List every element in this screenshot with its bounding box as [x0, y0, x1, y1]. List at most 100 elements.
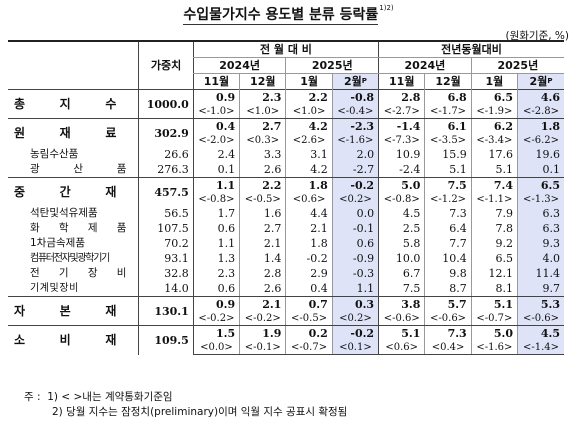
row-weight: 276.3 [138, 162, 194, 178]
yoy-value: 10.0 [378, 251, 425, 266]
yoy-value: 7.8 [470, 221, 518, 236]
mom-value: 0.6 [192, 221, 240, 236]
yoy-value: 9.8 [424, 266, 472, 281]
mom-contract-value: <0.0> [192, 341, 240, 355]
yoy-contract-value: <-3.4> [470, 134, 518, 147]
yoy-value: 7.5 [378, 281, 425, 297]
mom-value: 2.3 [192, 266, 240, 281]
mom-contract-value: <-0.7> [285, 341, 333, 355]
row-label: 석탄및석유제품 [30, 207, 98, 219]
yoy-value: 3.8 [378, 296, 425, 312]
table-row-major: 소 비 재 109.5 1.5 1.9 0.2 -0.2 5.1 7.3 5.0 4.5 [8, 325, 564, 355]
row-label: 농림수산품 [30, 148, 79, 160]
mom-value: -0.2 [331, 177, 379, 193]
yoy-value: -1.4 [378, 118, 425, 134]
mom-value: 1.1 [192, 236, 240, 251]
table-row-sub: 석탄및석유제품 56.5 1.7 1.6 4.4 0.0 4.5 7.3 7.9 6.3 [8, 206, 564, 221]
yoy-contract-value: <-1.3> [517, 193, 564, 206]
header-yoy-2024: 2024년 [378, 57, 472, 74]
yoy-contract-value: <-1.6> [470, 341, 518, 355]
yoy-value: 4.5 [517, 325, 564, 341]
yoy-contract-value: <-0.8> [378, 193, 425, 206]
mom-value: 2.1 [285, 221, 333, 236]
yoy-contract-value: <-1.1> [470, 193, 518, 206]
row-label: 총 지 수 [8, 89, 139, 119]
mom-value: -2.7 [331, 162, 379, 178]
yoy-value: 6.5 [470, 251, 518, 266]
row-label: 광 산 품 [8, 162, 139, 178]
yoy-value: 7.7 [424, 236, 472, 251]
unit-label: (원화기준, %) [505, 30, 570, 42]
mom-value: 0.6 [192, 281, 240, 297]
header-yoy-2025: 2025년 [470, 57, 564, 74]
yoy-value: 6.1 [424, 118, 472, 134]
yoy-contract-value: <-0.6> [517, 312, 564, 326]
mom-contract-value: <1.0> [285, 105, 333, 119]
table-row-major: 총 지 수 1000.0 0.9 2.3 2.2 -0.8 2.8 6.8 6.5 4.6 [8, 89, 564, 119]
yoy-value: 10.4 [424, 251, 472, 266]
yoy-value: 7.9 [470, 206, 518, 221]
mom-value: 1.1 [192, 177, 240, 193]
mom-value: 2.7 [239, 118, 286, 134]
yoy-value: 4.5 [378, 206, 425, 221]
mom-value: 0.6 [331, 236, 379, 251]
row-label: 전 기 장 비 [30, 267, 127, 279]
mom-value: 0.4 [285, 281, 333, 297]
row-label: 기 계 및 장 비 [8, 281, 139, 297]
mom-contract-value: <1.0> [239, 105, 286, 119]
mom-value: 0.1 [192, 162, 240, 178]
yoy-value: 8.7 [424, 281, 472, 297]
mom-value: 2.6 [239, 162, 286, 178]
mom-value: 1.1 [331, 281, 379, 297]
yoy-value: 9.2 [470, 236, 518, 251]
mom-value: 2.8 [239, 266, 286, 281]
mom-contract-value: <-0.5> [239, 193, 286, 206]
yoy-value: 17.6 [470, 147, 518, 162]
row-weight: 14.0 [138, 281, 194, 297]
row-label: 자 본 재 [8, 296, 139, 326]
table-row-sub: 컴퓨터전자및광학기기 93.1 1.3 1.4 -0.2 -0.9 10.0 10.4 6.5 4… [8, 251, 564, 266]
table-row-sub: 농림수산품 26.6 2.4 3.3 3.1 2.0 10.9 15.9 17.6 19.6 [8, 147, 564, 162]
yoy-value: 2.5 [378, 221, 425, 236]
mom-value: 2.9 [285, 266, 333, 281]
table-row-major: 중 간 재 457.5 1.1 2.2 1.8 -0.2 5.0 7.5 7.4 6.5 [8, 177, 564, 206]
mom-value: -0.2 [331, 325, 379, 341]
yoy-value: 6.4 [424, 221, 472, 236]
yoy-value: 6.2 [470, 118, 518, 134]
yoy-value: 5.0 [378, 177, 425, 193]
yoy-value: -2.4 [378, 162, 425, 178]
mom-value: 0.9 [192, 296, 240, 312]
row-label: 소 비 재 [8, 325, 139, 355]
yoy-value: 10.9 [378, 147, 425, 162]
mom-value: 1.9 [239, 325, 286, 341]
row-weight: 56.5 [138, 206, 194, 221]
header-mom-dec: 12월 [239, 73, 286, 90]
mom-value: 3.3 [239, 147, 286, 162]
mom-value: 2.2 [239, 177, 286, 193]
mom-value: -0.9 [331, 251, 379, 266]
header-mom-2024: 2024년 [192, 57, 286, 74]
yoy-value: 6.3 [517, 221, 564, 236]
mom-contract-value: <-0.4> [331, 105, 379, 119]
mom-value: 2.4 [192, 147, 240, 162]
yoy-value: 6.7 [378, 266, 425, 281]
yoy-value: 6.8 [424, 89, 472, 105]
mom-value: 2.3 [239, 89, 286, 105]
yoy-value: 1.8 [517, 118, 564, 134]
yoy-value: 7.3 [424, 325, 472, 341]
yoy-contract-value: <-0.6> [378, 312, 425, 326]
header-yoy-feb: 2월P [517, 73, 564, 90]
mom-value: -0.2 [285, 251, 333, 266]
yoy-value: 5.3 [517, 296, 564, 312]
mom-value: 0.9 [192, 89, 240, 105]
yoy-value: 4.0 [517, 251, 564, 266]
yoy-contract-value: <-1.7> [424, 105, 472, 119]
footnote-1: 주 : 1) < >내는 계약통화기준임 [24, 391, 173, 403]
mom-contract-value: <0.3> [239, 134, 286, 147]
mom-contract-value: <-1.6> [331, 134, 379, 147]
mom-value: 1.8 [285, 236, 333, 251]
header-mom-2025: 2025년 [285, 57, 379, 74]
row-label: 원 재 료 [8, 118, 139, 147]
yoy-value: 15.9 [424, 147, 472, 162]
yoy-value: 7.5 [424, 177, 472, 193]
